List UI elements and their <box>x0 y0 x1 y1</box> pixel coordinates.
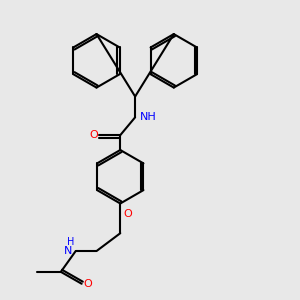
Text: N: N <box>64 246 73 256</box>
Text: NH: NH <box>140 112 156 122</box>
Text: O: O <box>83 279 92 289</box>
Text: O: O <box>89 130 98 140</box>
Text: H: H <box>67 237 74 247</box>
Text: O: O <box>123 209 132 219</box>
